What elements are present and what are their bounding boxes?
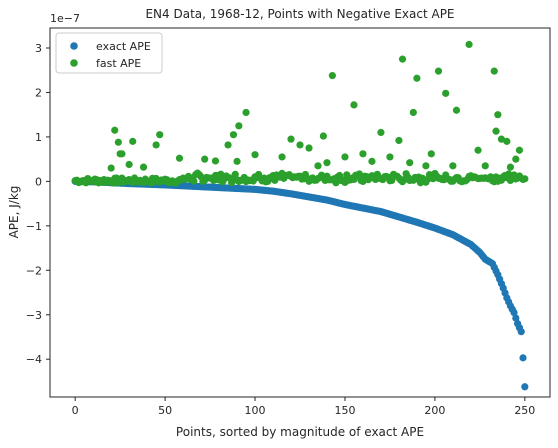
x-tick-label: 0 [72,404,79,417]
x-tick-label: 150 [334,404,355,417]
fast-ape-point [427,150,435,158]
fast-ape-point [201,155,209,163]
fast-ape-point [323,159,331,167]
fast-ape-point [343,171,351,179]
fast-ape-point [305,144,313,152]
x-axis-label: Points, sorted by magnitude of exact APE [176,425,424,439]
y-tick-label: −4 [26,353,42,366]
fast-ape-point [319,132,327,140]
fast-ape-point [314,162,322,170]
fast-ape-point [521,175,529,183]
fast-ape-point [465,40,473,49]
fast-ape-point [129,137,137,145]
fast-ape-point [359,150,367,158]
fast-ape-point [350,101,358,109]
y-tick-label: −1 [26,220,42,233]
plot-frame [49,27,551,398]
fast-ape-point [515,146,524,154]
exact-ape-point [510,308,518,317]
fast-ape-point [139,163,148,171]
fast-ape-point [231,170,239,178]
y-tick-label: 1 [35,131,42,144]
fast-ape-point [422,162,430,170]
fast-ape-point [395,136,403,145]
fast-ape-point [242,108,250,117]
fast-ape-point [296,141,304,149]
fast-ape-point [494,111,502,119]
y-offset-text: 1e−7 [50,12,80,25]
fast-ape-point [413,74,421,82]
fast-ape-point [406,159,414,167]
fast-ape-point [512,155,520,163]
legend: exact APE fast APE [55,32,163,74]
legend-box [55,32,163,74]
fast-ape-point [490,67,498,75]
fast-ape-point [175,154,184,162]
legend-label-fast: fast APE [96,57,141,70]
fast-ape-point [409,108,417,117]
y-tick-label: 2 [35,86,42,99]
legend-label-exact: exact APE [96,40,151,53]
fast-ape-point [452,106,461,114]
fast-ape-point [233,157,241,165]
fast-ape-point [497,135,506,143]
fast-ape-point [449,162,457,170]
legend-marker-fast [70,59,78,67]
fast-ape-point [107,164,115,172]
fast-ape-point [341,153,349,161]
fast-ape-point [287,135,295,143]
legend-marker-exact [70,42,78,50]
fast-ape-point [211,157,220,165]
fast-ape-point [368,157,376,165]
y-ticks: −4 −3 −2 −1 0 1 2 3 [26,42,50,366]
x-tick-label: 50 [158,404,172,417]
fast-ape-point [398,55,407,63]
fast-ape-point [190,177,198,185]
fast-ape-point [377,128,385,137]
fast-ape-point [152,141,160,149]
fast-ape-point [224,141,232,149]
fast-ape-point [442,89,450,97]
exact-ape-point [512,314,520,322]
y-tick-label: 3 [35,42,42,55]
y-tick-label: 0 [35,175,42,188]
fast-ape-point [355,170,363,178]
exact-ape-point [519,354,527,362]
points-layer [71,40,529,391]
fast-ape-point [229,131,238,139]
fast-ape-point [434,67,443,75]
fast-ape-point [492,127,500,135]
fast-ape-point [118,150,126,158]
chart-title: EN4 Data, 1968-12, Points with Negative … [145,7,454,21]
fast-ape-point [235,122,243,130]
y-tick-label: −3 [26,309,42,322]
fast-ape-point [156,131,164,139]
fast-ape-point [503,137,511,145]
fast-ape-point [474,146,482,154]
fast-ape-point [332,179,340,187]
fast-ape-point [278,153,286,161]
fast-ape-point [114,138,122,146]
fast-ape-point [125,160,133,169]
fast-ape-point [328,71,336,80]
fast-ape-point [481,162,489,170]
exact-ape-point [521,383,529,391]
x-tick-label: 100 [245,404,266,417]
exact-ape-point [517,328,525,336]
y-tick-label: −2 [26,264,42,277]
x-tick-label: 200 [424,404,445,417]
fast-ape-point [386,153,394,161]
fast-ape-point [111,126,119,134]
fast-ape-point [251,151,259,159]
y-axis-label: APE, J/kg [7,186,21,239]
x-ticks: 0 50 100 150 200 250 [72,397,535,417]
fast-ape-point [506,163,515,171]
x-tick-label: 250 [514,404,535,417]
